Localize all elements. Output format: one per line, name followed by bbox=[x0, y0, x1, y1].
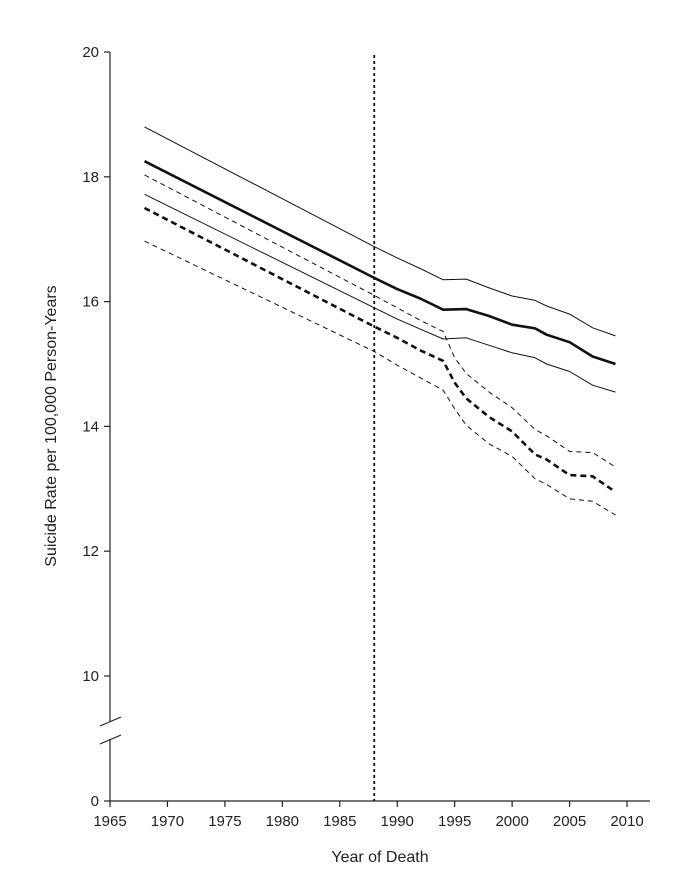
x-tick-label: 2010 bbox=[610, 813, 643, 830]
x-tick-label: 2000 bbox=[495, 813, 528, 830]
x-tick-label: 1970 bbox=[151, 813, 184, 830]
x-tick-label: 1975 bbox=[208, 813, 241, 830]
y-tick-label: 12 bbox=[82, 543, 99, 560]
y-tick-label: 14 bbox=[82, 418, 99, 435]
x-tick-label: 1965 bbox=[93, 813, 126, 830]
series-group bbox=[143, 126, 617, 516]
y-axis-title: Suicide Rate per 100,000 Person-Years bbox=[43, 285, 60, 566]
y-axis-break-mark bbox=[99, 716, 122, 727]
series-line-solid-thin-lower-ci bbox=[144, 193, 616, 393]
x-tick-label: 2005 bbox=[553, 813, 586, 830]
axes bbox=[99, 52, 650, 802]
series-line-solid-thin-upper-ci bbox=[144, 126, 616, 337]
ticks: 0 10 12 14 16 18 20 1965 1970 1975 1980 1985 1990 199… bbox=[82, 44, 643, 830]
y-tick-label: 16 bbox=[82, 294, 99, 311]
y-tick-label: 20 bbox=[82, 44, 99, 61]
y-tick-label: 18 bbox=[82, 169, 99, 186]
y-tick-label: 0 bbox=[91, 793, 99, 810]
x-tick-label: 1985 bbox=[323, 813, 356, 830]
y-tick-label: 10 bbox=[82, 668, 99, 685]
x-axis-title: Year of Death bbox=[331, 849, 428, 866]
series-line-dashed-thin-upper-ci bbox=[144, 174, 616, 468]
series-line-solid-thick-estimate bbox=[143, 160, 616, 366]
x-tick-label: 1980 bbox=[266, 813, 299, 830]
series-line-dashed-thin-lower-ci bbox=[144, 240, 616, 516]
x-tick-label: 1995 bbox=[438, 813, 471, 830]
series-line-dashed-thick-estimate bbox=[143, 206, 617, 493]
x-tick-label: 1990 bbox=[381, 813, 414, 830]
y-axis-break-mark bbox=[99, 734, 122, 745]
